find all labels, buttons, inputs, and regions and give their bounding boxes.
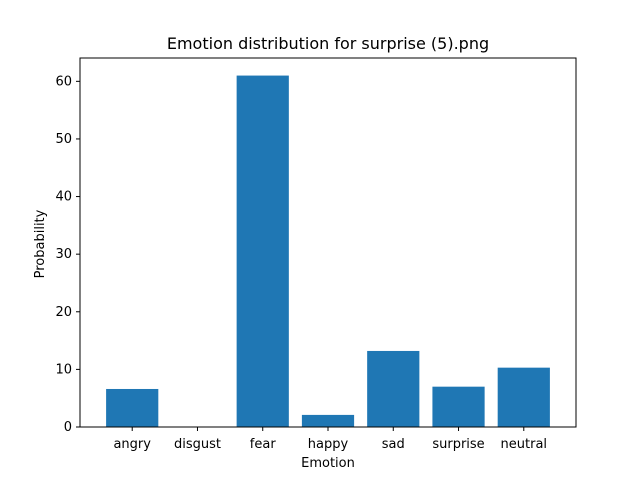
y-tick-label-40: 40: [55, 190, 72, 205]
bar-surprise: [432, 386, 485, 427]
y-tick-label-20: 20: [55, 305, 72, 320]
y-tick-label-30: 30: [55, 247, 72, 262]
x-tick-label-happy: happy: [308, 437, 349, 452]
y-tick-label-50: 50: [55, 132, 72, 147]
bar-angry: [106, 388, 159, 427]
x-tick-label-neutral: neutral: [501, 437, 548, 452]
bar-neutral: [497, 367, 550, 427]
y-axis-label: Probability: [33, 209, 48, 278]
x-tick-label-disgust: disgust: [174, 437, 221, 452]
y-tick-label-0: 0: [64, 420, 72, 435]
chart-title: Emotion distribution for surprise (5).pn…: [167, 34, 489, 53]
bar-sad: [367, 350, 420, 427]
plot-area: angry disgust fear happy sad surprise neutral 0…: [55, 57, 577, 452]
x-tick-label-sad: sad: [382, 437, 405, 452]
y-tick-label-10: 10: [55, 362, 72, 377]
y-tick-label-60: 60: [55, 74, 72, 89]
x-tick-label-surprise: surprise: [432, 437, 484, 452]
x-tick-label-angry: angry: [113, 437, 151, 452]
bar-fear: [236, 75, 289, 428]
x-tick-label-fear: fear: [250, 437, 277, 452]
bar-happy: [301, 414, 355, 427]
x-axis-label: Emotion: [301, 456, 355, 471]
